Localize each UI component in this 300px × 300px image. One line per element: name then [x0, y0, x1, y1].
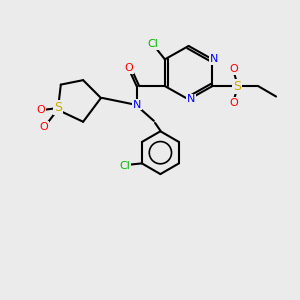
- Text: O: O: [124, 63, 133, 73]
- Text: Cl: Cl: [119, 161, 130, 171]
- Text: O: O: [39, 122, 48, 132]
- Text: N: N: [132, 100, 141, 110]
- Text: Cl: Cl: [147, 39, 158, 49]
- Text: S: S: [233, 80, 241, 93]
- Text: N: N: [210, 54, 219, 64]
- Text: O: O: [36, 105, 45, 115]
- Text: N: N: [187, 94, 195, 104]
- Text: S: S: [54, 101, 62, 114]
- Text: O: O: [230, 64, 238, 74]
- Text: O: O: [230, 98, 238, 108]
